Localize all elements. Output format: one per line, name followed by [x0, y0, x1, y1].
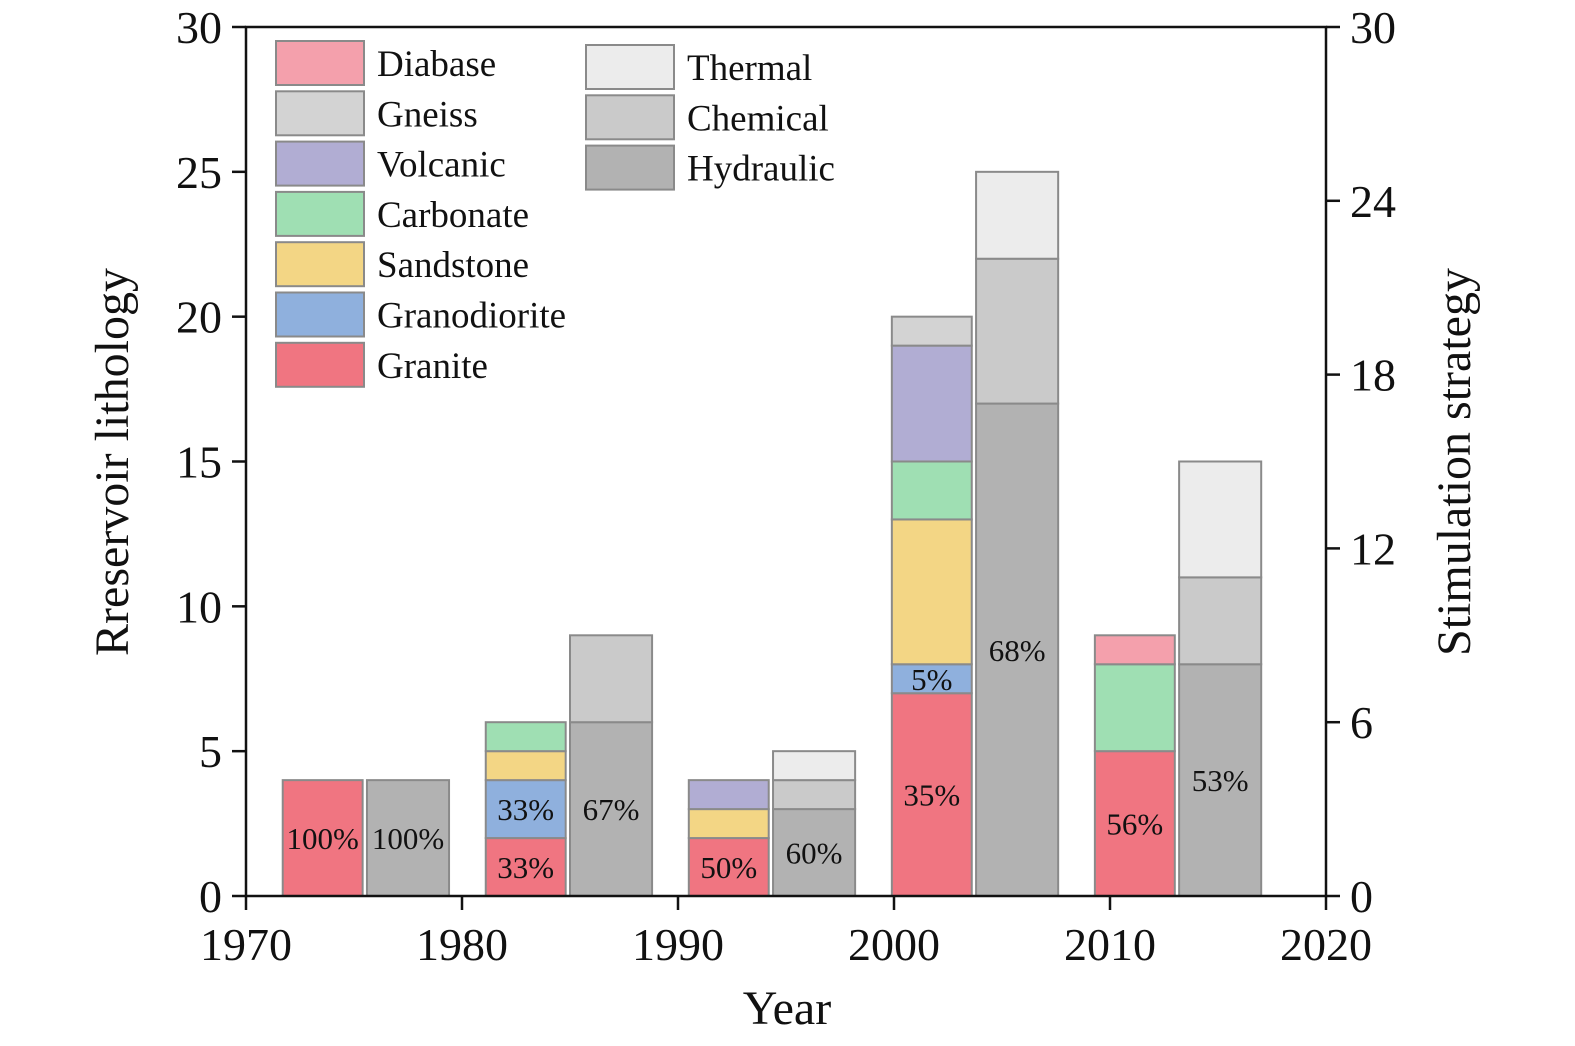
- left-y-tick-label-5: 5: [199, 726, 222, 777]
- strategy-bar-3-chemical: [772, 779, 857, 811]
- strategy-bar-5-hydraulic-percent-label: 53%: [1192, 763, 1249, 798]
- right-y-tick-label-6: 6: [1350, 697, 1373, 748]
- legend-label-diabase: Diabase: [377, 44, 496, 85]
- x-tick-label-1980: 1980: [416, 919, 508, 970]
- lithology-bar-2-granodiorite-percent-label: 33%: [497, 792, 554, 827]
- legend-swatch-gneiss: [275, 90, 365, 137]
- legend-label-volcanic: Volcanic: [377, 145, 506, 186]
- strategy-bar-1-hydraulic-percent-label: 100%: [372, 821, 444, 856]
- lithology-bar-3-granite: [687, 837, 770, 897]
- x-tick-label-1990: 1990: [632, 919, 724, 970]
- legend-label-sandstone: Sandstone: [377, 245, 529, 286]
- lithology-bar-4-gneiss: [890, 315, 973, 347]
- lithology-bar-1-granite: [281, 779, 364, 898]
- lithology-bar-3-sandstone: [687, 808, 770, 840]
- lithology-bar-5-carbonate: [1093, 663, 1176, 753]
- right-y-tick-label-24: 24: [1350, 176, 1396, 227]
- lithology-bar-5-granite-percent-label: 56%: [1106, 807, 1163, 842]
- strategy-bar-4-thermal: [975, 170, 1060, 260]
- right-y-tick-label-30: 30: [1350, 2, 1396, 53]
- strategy-bar-5-thermal: [1178, 460, 1263, 579]
- legend-swatch-thermal: [585, 44, 675, 90]
- strategy-bar-3-hydraulic-percent-label: 60%: [786, 836, 843, 871]
- strategy-bar-5-hydraulic: [1178, 663, 1263, 897]
- strategy-bar-3-thermal: [772, 750, 857, 782]
- strategy-bar-4-chemical: [975, 257, 1060, 405]
- x-tick-label-2010: 2010: [1064, 919, 1156, 970]
- legend-label-granite: Granite: [377, 346, 488, 387]
- x-tick-label-2020: 2020: [1280, 919, 1372, 970]
- legend-label-granodiorite: Granodiorite: [377, 296, 566, 337]
- legend-label-carbonate: Carbonate: [377, 195, 529, 236]
- lithology-bar-4-volcanic: [890, 344, 973, 463]
- legend-swatch-carbonate: [275, 190, 365, 237]
- x-tick-label-2000: 2000: [848, 919, 940, 970]
- lithology-bar-1-granite-percent-label: 100%: [287, 821, 359, 856]
- legend-swatch-volcanic: [275, 140, 365, 187]
- right-y-tick-label-18: 18: [1350, 350, 1396, 401]
- left-y-tick-label-15: 15: [176, 437, 222, 488]
- lithology-bar-2-granite-percent-label: 33%: [497, 850, 554, 885]
- right-y-axis-title: Stimulation strategy: [1428, 268, 1481, 656]
- strategy-bar-4-hydraulic: [975, 402, 1060, 897]
- strategy-bar-4-hydraulic-percent-label: 68%: [989, 633, 1046, 668]
- lithology-bar-4-sandstone: [890, 518, 973, 666]
- left-y-axis-title: Rreservoir lithology: [86, 268, 139, 656]
- legend: Diabase Gneiss Volcanic Carbonate Sandstone G…: [275, 40, 835, 388]
- x-tick-label-1970: 1970: [200, 919, 292, 970]
- lithology-bar-2-sandstone: [484, 750, 567, 782]
- strategy-bar-1-hydraulic: [365, 779, 451, 898]
- axes-layer: 1970 1980 1990 2000 2010 20200510152025300612…: [176, 2, 1396, 970]
- lithology-bar-3-volcanic: [687, 779, 770, 811]
- strategy-bar-5-chemical: [1178, 576, 1263, 666]
- left-y-tick-label-10: 10: [176, 581, 222, 632]
- left-y-tick-label-30: 30: [176, 2, 222, 53]
- lithology-bar-5-diabase: [1093, 634, 1176, 666]
- right-y-tick-label-12: 12: [1350, 523, 1396, 574]
- legend-swatch-chemical: [585, 94, 675, 141]
- legend-swatch-sandstone: [275, 241, 365, 288]
- legend-label-gneiss: Gneiss: [377, 94, 478, 135]
- strategy-bar-2-chemical: [569, 634, 654, 724]
- strategy-bar-2-hydraulic: [569, 721, 654, 898]
- lithology-bar-4-granodiorite: [890, 663, 973, 695]
- x-axis-title: Year: [743, 982, 831, 1035]
- left-y-tick-label-25: 25: [176, 147, 222, 198]
- lithology-bar-2-granite: [484, 837, 567, 897]
- strategy-bar-2-hydraulic-percent-label: 67%: [583, 792, 640, 827]
- legend-swatch-granite: [275, 341, 365, 388]
- lithology-bar-3-granite-percent-label: 50%: [700, 850, 757, 885]
- data-labels-layer: 100% 33% 33% 50% 35% 5% 56% 100% 67% 60% 68% 53%: [287, 633, 1249, 885]
- left-y-tick-label-20: 20: [176, 292, 222, 343]
- strategy-bar-3-hydraulic: [772, 808, 857, 897]
- lithology-bar-4-carbonate: [890, 460, 973, 521]
- legend-swatch-hydraulic: [585, 144, 675, 191]
- legend-swatch-granodiorite: [275, 291, 365, 338]
- legend-swatch-diabase: [275, 40, 365, 86]
- left-y-tick-label-0: 0: [199, 871, 222, 922]
- legend-label-thermal: Thermal: [687, 48, 812, 89]
- right-y-tick-label-0: 0: [1350, 871, 1373, 922]
- lithology-bar-4-granite-percent-label: 35%: [903, 778, 960, 813]
- lithology-bar-2-carbonate: [484, 721, 567, 753]
- lithology-bar-4-granodiorite-percent-label: 5%: [911, 662, 952, 697]
- bars-layer: [281, 170, 1263, 898]
- legend-label-hydraulic: Hydraulic: [687, 149, 835, 190]
- legend-label-chemical: Chemical: [687, 98, 829, 139]
